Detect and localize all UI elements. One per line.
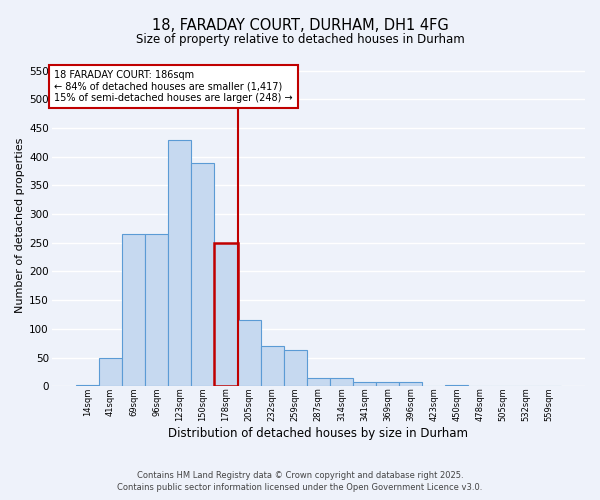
Bar (399, 382, 422, 386)
X-axis label: Distribution of detached houses by size in Durham: Distribution of detached houses by size … (169, 427, 469, 440)
Bar (214, 243, 238, 386)
Bar (145, 234, 168, 386)
Text: 18, FARADAY COURT, DURHAM, DH1 4FG: 18, FARADAY COURT, DURHAM, DH1 4FG (152, 18, 448, 32)
Bar (260, 346, 284, 386)
Text: Contains public sector information licensed under the Open Government Licence v3: Contains public sector information licen… (118, 484, 482, 492)
Bar (168, 140, 191, 386)
Text: Size of property relative to detached houses in Durham: Size of property relative to detached ho… (136, 32, 464, 46)
Text: 18 FARADAY COURT: 186sqm
← 84% of detached houses are smaller (1,417)
15% of sem: 18 FARADAY COURT: 186sqm ← 84% of detach… (55, 70, 293, 103)
Bar (76, 385, 99, 386)
Bar (330, 378, 353, 386)
Bar (284, 350, 307, 386)
Y-axis label: Number of detached properties: Number of detached properties (15, 138, 25, 314)
Bar (307, 378, 330, 386)
Bar (191, 162, 214, 386)
Text: Contains HM Land Registry data © Crown copyright and database right 2025.: Contains HM Land Registry data © Crown c… (137, 471, 463, 480)
Bar (353, 382, 376, 386)
Bar (238, 320, 260, 386)
Bar (122, 234, 145, 386)
Bar (445, 385, 469, 386)
Bar (376, 382, 399, 386)
Bar (99, 358, 122, 386)
